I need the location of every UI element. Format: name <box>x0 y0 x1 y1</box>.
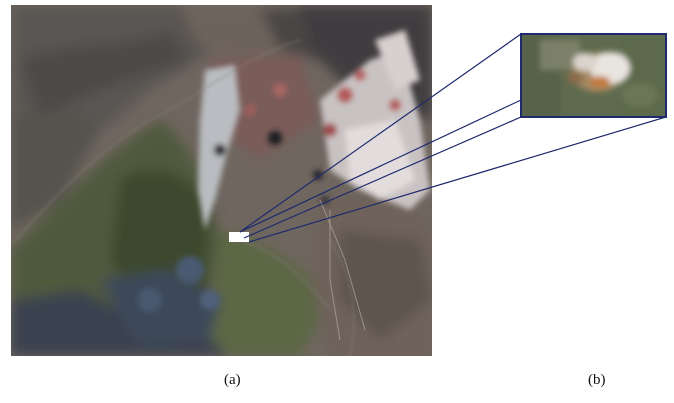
magnified-inset <box>521 34 666 117</box>
caption-a: (a) <box>224 372 241 388</box>
location-marker <box>229 232 249 242</box>
inset-border <box>520 33 667 118</box>
satellite-image <box>11 5 432 356</box>
caption-b: (b) <box>588 372 606 388</box>
callout-lines <box>239 33 667 243</box>
